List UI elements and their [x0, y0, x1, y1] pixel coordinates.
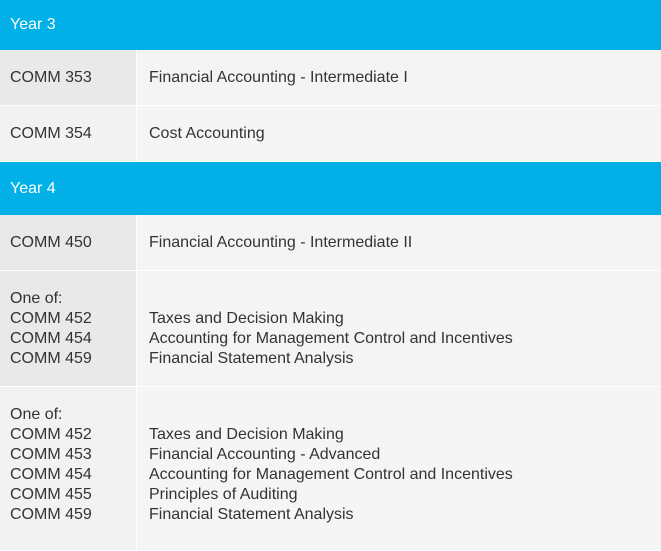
course-code: COMM 454: [10, 330, 92, 347]
course-name: Financial Accounting - Intermediate I: [137, 50, 661, 105]
course-name: Taxes and Decision Making: [149, 426, 344, 443]
course-code: COMM 354: [0, 106, 137, 161]
course-name-list: Taxes and Decision Making Financial Acco…: [137, 387, 661, 550]
table-row: COMM 354 Cost Accounting: [0, 106, 661, 162]
section-header-year-3: Year 3: [0, 0, 661, 50]
course-name: Accounting for Management Control and In…: [149, 466, 513, 483]
course-code: COMM 459: [10, 506, 92, 523]
section-title: Year 4: [10, 179, 56, 197]
table-row: COMM 450 Financial Accounting - Intermed…: [0, 215, 661, 271]
course-code: COMM 453: [10, 446, 92, 463]
course-name: Principles of Auditing: [149, 486, 298, 503]
course-code: COMM 450: [0, 215, 137, 270]
section-header-year-4: Year 4: [0, 162, 661, 215]
course-code: COMM 452: [10, 310, 92, 327]
course-code: COMM 459: [10, 350, 92, 367]
table-row: COMM 353 Financial Accounting - Intermed…: [0, 50, 661, 106]
course-code: COMM 452: [10, 426, 92, 443]
course-name: Accounting for Management Control and In…: [149, 330, 513, 347]
course-name: Financial Statement Analysis: [149, 350, 354, 367]
course-name: Financial Accounting - Advanced: [149, 446, 381, 463]
course-code: COMM 455: [10, 486, 92, 503]
group-prefix: One of:: [10, 290, 63, 307]
course-name: Taxes and Decision Making: [149, 310, 344, 327]
course-code-list: One of: COMM 452 COMM 453 COMM 454 COMM …: [0, 387, 137, 550]
course-name: Cost Accounting: [137, 106, 661, 161]
table-row-choice-group: One of: COMM 452 COMM 453 COMM 454 COMM …: [0, 387, 661, 550]
group-prefix: One of:: [10, 406, 63, 423]
section-title: Year 3: [10, 16, 56, 33]
course-code-list: One of: COMM 452 COMM 454 COMM 459: [0, 271, 137, 386]
course-code: COMM 454: [10, 466, 92, 483]
table-row-choice-group: One of: COMM 452 COMM 454 COMM 459 Taxes…: [0, 271, 661, 387]
course-name: Financial Accounting - Intermediate II: [137, 215, 661, 270]
course-name: Financial Statement Analysis: [149, 506, 354, 523]
course-code: COMM 353: [0, 50, 137, 105]
course-name-list: Taxes and Decision Making Accounting for…: [137, 271, 661, 386]
